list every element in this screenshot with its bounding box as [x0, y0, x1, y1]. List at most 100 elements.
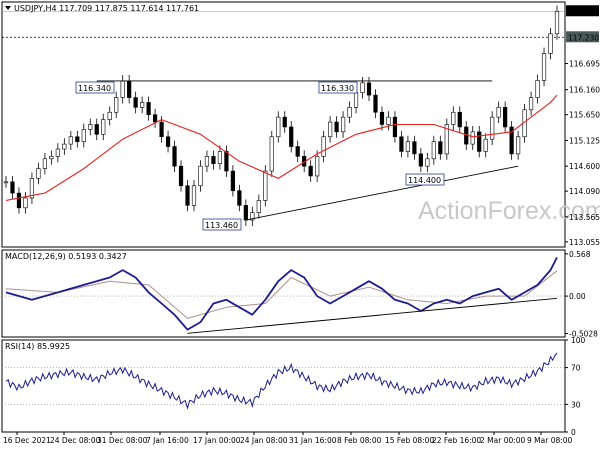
candle-body — [29, 178, 35, 199]
x-tick-label: 24 Jan 08:00 — [240, 436, 288, 445]
candle-body — [379, 111, 385, 125]
candle-body — [178, 165, 184, 187]
candle-body — [418, 153, 423, 167]
x-tick-label: 7 Jan 16:00 — [146, 436, 189, 445]
price-tick-label: 115.125 — [569, 136, 600, 145]
candle-body — [490, 116, 495, 140]
gridlines — [2, 10, 565, 405]
candle-body — [276, 116, 281, 138]
annotation-box — [405, 173, 445, 186]
current-price-label: 117.761 — [568, 7, 599, 16]
level-label-text: 117.230 — [568, 33, 599, 42]
candle-body — [366, 82, 372, 96]
candle-body — [211, 156, 216, 165]
watermark-text: ActionForex.com — [418, 197, 600, 225]
candle-body — [133, 97, 138, 108]
candle-body — [114, 97, 119, 113]
rsi-tick-label: 30 — [571, 400, 581, 409]
price-tick-label: 115.650 — [569, 111, 600, 120]
candle-body — [75, 136, 80, 142]
candle-body — [328, 121, 333, 138]
annotation-layer: 116.340 116.330 114.400 113.460 — [75, 80, 558, 334]
candle-body — [295, 146, 300, 157]
price-tick-label: 114.090 — [569, 187, 600, 196]
candle-body — [321, 136, 326, 157]
current-price-box — [566, 5, 599, 17]
candle-body — [256, 200, 261, 213]
panel-frame-rsi — [1, 339, 566, 433]
candle-body — [101, 119, 106, 135]
candle-body — [399, 136, 404, 152]
rsi-tick-label: 100 — [571, 336, 586, 345]
candle-body — [120, 80, 125, 98]
candle-body — [386, 116, 391, 125]
candle-body — [49, 156, 54, 160]
price-candles — [3, 5, 560, 226]
candle-body — [425, 158, 430, 167]
candle-body — [140, 102, 145, 108]
watermark-layer: ActionForex.com — [418, 197, 600, 225]
rsi-line — [5, 352, 558, 410]
candle-body — [204, 156, 210, 167]
macd-line — [5, 256, 558, 331]
candle-body — [347, 107, 352, 118]
candle-body — [457, 111, 462, 128]
candle-body — [289, 126, 294, 147]
candle-body — [451, 111, 456, 125]
x-tick-label: 24 Dec 08:00 — [50, 436, 101, 445]
annotation-box — [202, 218, 242, 231]
candle-body — [42, 158, 47, 169]
candle-body — [334, 121, 339, 133]
candle-body — [405, 141, 411, 152]
price-tick-label: 116.695 — [569, 59, 600, 68]
candle-body — [243, 205, 248, 221]
sma-line — [5, 94, 558, 201]
candle-body — [224, 151, 229, 172]
candle-body — [230, 170, 235, 191]
candle-body — [3, 181, 9, 184]
macd-panel-title: MACD(12,26,9) 0.5193 0.3427 — [5, 252, 127, 261]
x-tick-label: 31 Dec 08:00 — [97, 436, 148, 445]
candle-body — [94, 124, 99, 135]
price-tick-label: 116.160 — [569, 86, 600, 95]
annotation-box — [75, 81, 115, 94]
candle-body — [146, 102, 151, 115]
candle-body — [159, 121, 164, 138]
candle-body — [360, 82, 365, 93]
candle-body — [554, 10, 560, 35]
x-tick-label: 16 Dec 2021 — [3, 436, 51, 445]
candle-body — [250, 212, 255, 221]
price-tick-label: 113.565 — [569, 213, 600, 222]
candle-body — [62, 143, 67, 150]
candle-body — [10, 181, 15, 194]
panel-frames — [1, 1, 566, 433]
x-tick-label: 31 Jan 16:00 — [289, 436, 337, 445]
candle-body — [340, 116, 346, 133]
rsi-tick-label: 0 — [571, 428, 576, 437]
candle-body — [444, 124, 449, 155]
annotation-label: 114.400 — [408, 176, 441, 185]
candle-body — [412, 141, 417, 155]
axis-layer: 116.695 116.160 115.650 115.125 114.600 114.0… — [3, 5, 600, 445]
annotation-label: 113.460 — [205, 221, 238, 230]
panel-frame-price — [1, 1, 566, 248]
candle-body — [470, 131, 475, 145]
macd-tick-label: -0.5028 — [569, 329, 598, 338]
candle-body — [528, 97, 534, 111]
x-tick-label: 2 Mar 00:00 — [480, 436, 526, 445]
candle-body — [185, 185, 190, 206]
candle-body — [483, 138, 488, 152]
candle-body — [535, 80, 540, 98]
rsi-panel-title: RSI(14) 85.9925 — [5, 342, 70, 351]
series-layer — [3, 5, 560, 410]
candle-body — [269, 136, 274, 172]
candle-body — [127, 80, 132, 98]
annotation-label: 116.340 — [78, 84, 111, 93]
candle-body — [477, 131, 482, 152]
x-tick-label: 9 Mar 08:00 — [527, 436, 573, 445]
candle-body — [373, 94, 378, 113]
candle-body — [152, 114, 158, 123]
rsi-tick-label: 70 — [571, 364, 581, 373]
candle-body — [198, 165, 203, 187]
